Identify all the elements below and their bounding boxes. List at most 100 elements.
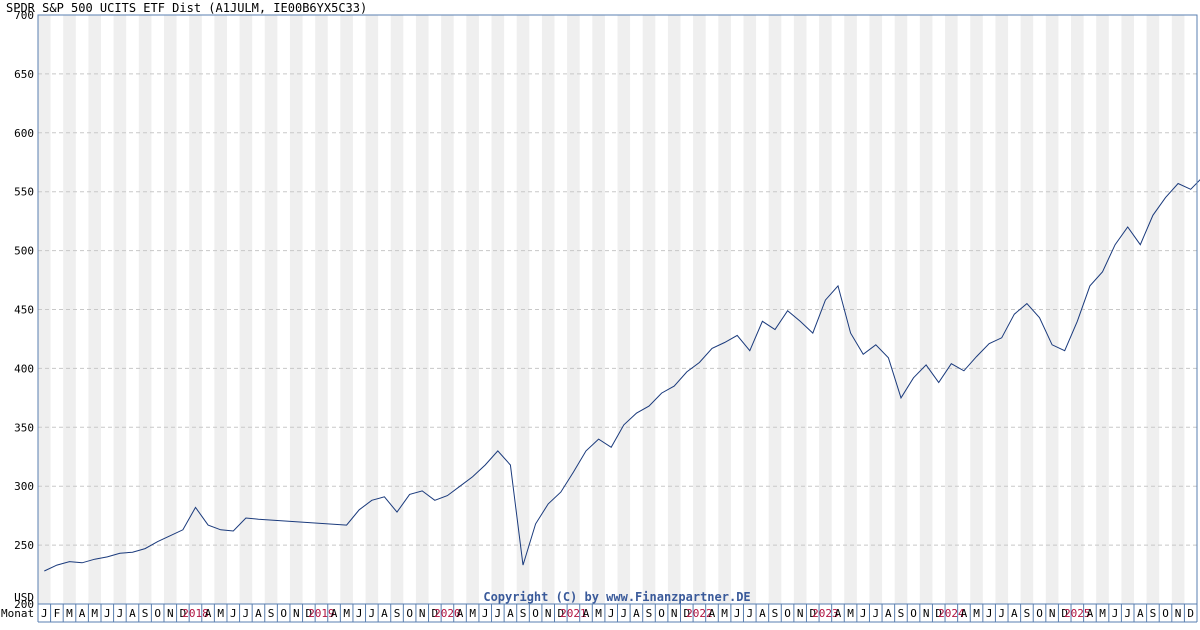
month-label: D [1187,607,1194,620]
y-tick-label: 600 [14,127,34,140]
month-label: S [268,607,275,620]
month-label: J [230,607,237,620]
month-label: M [1099,607,1106,620]
month-label: N [545,607,552,620]
month-label: O [1162,607,1169,620]
month-band [869,15,883,604]
month-band [239,15,253,604]
month-label: O [1036,607,1043,620]
month-label: N [419,607,426,620]
month-label: A [633,607,640,620]
month-label: D [1061,607,1068,620]
month-label: S [1150,607,1157,620]
copyright-notice: Copyright (C) by www.Finanzpartner.DE [483,590,750,604]
month-band [289,15,303,604]
plot-frame [37,14,1198,605]
month-label: M [217,607,224,620]
month-label: A [457,607,464,620]
month-band [38,15,51,604]
month-label: J [860,607,867,620]
month-label: J [746,607,753,620]
month-band [1045,15,1059,604]
month-label: J [41,607,48,620]
month-label: O [532,607,539,620]
month-label: S [646,607,653,620]
month-label: A [885,607,892,620]
month-label: O [280,607,287,620]
chart-title: SPDR S&P 500 UCITS ETF Dist (A1JULM, IE0… [6,1,368,15]
y-tick-label: 650 [14,68,34,81]
y-tick-label: 450 [14,304,34,317]
month-label: M [469,607,476,620]
month-label: M [343,607,350,620]
month-band [793,15,807,604]
month-label: A [255,607,262,620]
month-label: D [180,607,187,620]
month-band [995,15,1009,604]
month-label: A [961,607,968,620]
month-label: N [167,607,174,620]
y-tick-label: 250 [14,539,34,552]
y-axis-ticks: 200 250 300 350 400 450 500 550 600 650 700 [14,9,34,611]
month-label: O [658,607,665,620]
month-label: A [331,607,338,620]
month-label: A [79,607,86,620]
month-label: J [986,607,993,620]
month-label: S [394,607,401,620]
month-label: S [898,607,905,620]
month-label: M [595,607,602,620]
month-label: J [1112,607,1119,620]
y-tick-label: 550 [14,186,34,199]
month-label: S [772,607,779,620]
month-label: D [935,607,942,620]
month-label: F [54,607,61,620]
month-label: O [910,607,917,620]
month-band [113,15,127,604]
month-label: A [583,607,590,620]
month-label: A [381,607,388,620]
month-label: A [205,607,212,620]
month-band [365,15,379,604]
month-label: A [709,607,716,620]
month-label: D [432,607,439,620]
y-tick-label: 400 [14,362,34,375]
month-label: A [507,607,514,620]
y-tick-label: 300 [14,480,34,493]
month-label: A [1137,607,1144,620]
month-label: O [406,607,413,620]
x-axis-label: Monat [1,607,34,620]
month-label: J [243,607,250,620]
month-label: M [847,607,854,620]
month-label: N [923,607,930,620]
month-label: J [482,607,489,620]
month-band [163,15,177,604]
y-tick-label: 200 [14,598,34,611]
month-band [1121,15,1135,604]
month-band [1171,15,1185,604]
month-label: J [356,607,363,620]
month-label: A [129,607,136,620]
month-label: O [784,607,791,620]
month-label: M [66,607,73,620]
month-band [491,15,505,604]
month-label: J [998,607,1005,620]
month-label: M [91,607,98,620]
month-label: J [620,607,627,620]
month-label: D [683,607,690,620]
month-band [667,15,681,604]
month-label: J [608,607,615,620]
month-label: J [495,607,502,620]
month-label: M [973,607,980,620]
price-series-line [44,179,1200,572]
month-label: A [835,607,842,620]
month-label: J [734,607,741,620]
month-label: D [557,607,564,620]
y-tick-label: 350 [14,421,34,434]
month-label: D [809,607,816,620]
month-band [919,15,933,604]
month-band [415,15,429,604]
month-label: A [1087,607,1094,620]
month-label: N [797,607,804,620]
year-label: 2024 [938,607,965,620]
